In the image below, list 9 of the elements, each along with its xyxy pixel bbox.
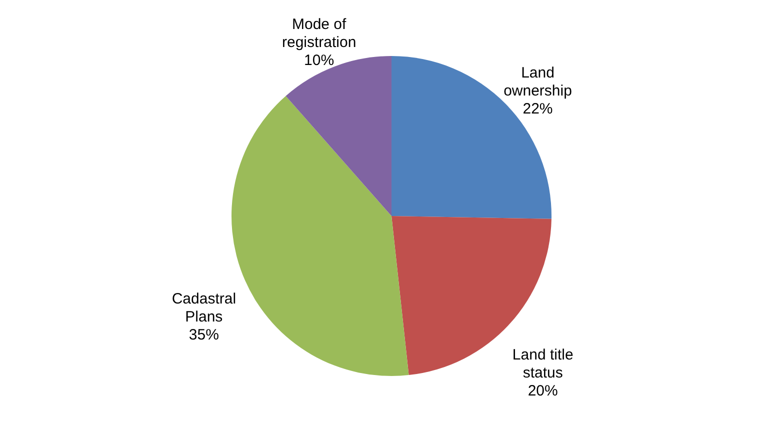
- data-label: 35%: [188, 326, 219, 344]
- slice-label: Mode of registration: [282, 16, 356, 52]
- pie-slice: [286, 56, 392, 216]
- slice-label: Land ownership: [504, 64, 572, 100]
- data-label: 20%: [528, 382, 558, 400]
- data-label: 22%: [522, 100, 553, 118]
- slice-label: Cadastral Plans: [172, 290, 236, 326]
- slice-label: Land title status: [512, 346, 574, 382]
- data-label: 10%: [304, 52, 334, 70]
